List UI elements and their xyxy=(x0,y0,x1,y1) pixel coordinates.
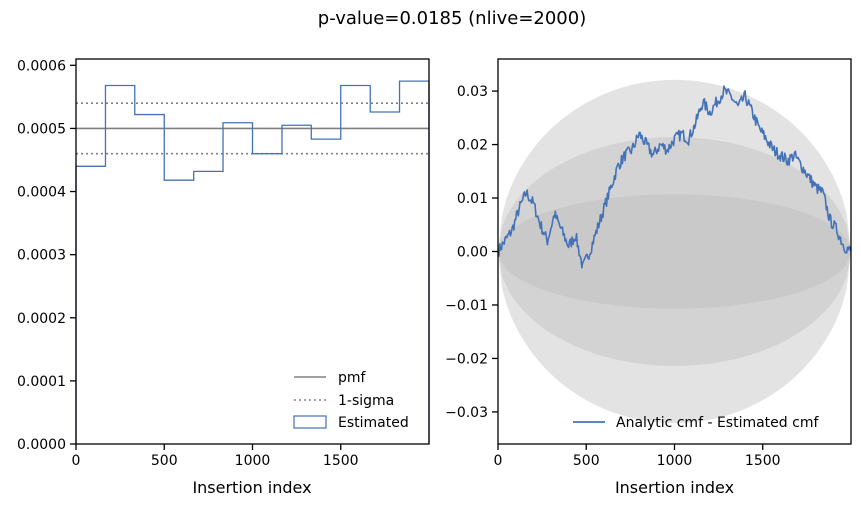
y-tick-label: −0.03 xyxy=(445,405,488,421)
3-sigma-band xyxy=(498,79,851,424)
legend-estimated-label: Estimated xyxy=(338,415,409,431)
left-panel: 0 500 1000 1500 0.00000.00010.00020.00030.0… xyxy=(17,58,430,497)
legend-sigma-label: 1-sigma xyxy=(338,393,394,409)
right-panel: 0 500 1000 1500 −0.03 −0.02 −0.01 0.00 0.01 0.02… xyxy=(445,58,852,497)
y-tick-label: −0.02 xyxy=(445,351,488,367)
y-tick-label: 0.0006 xyxy=(17,58,66,74)
sigma-bands xyxy=(498,79,851,424)
left-y-ticks: 0.0000 0.0001 0.0002 0.0003 0.0004 0.0005 0.00… xyxy=(17,58,76,453)
cmf-difference-line xyxy=(497,85,852,269)
x-tick-label: 1000 xyxy=(235,453,271,469)
figure-title: p-value=0.0185 (nlive=2000) xyxy=(318,8,586,29)
right-y-ticks: −0.03 −0.02 −0.01 0.00 0.01 0.02 0.03 xyxy=(445,84,498,421)
x-tick-label: 0 xyxy=(72,453,81,469)
x-tick-label: 500 xyxy=(573,453,600,469)
2-sigma-band xyxy=(498,137,851,366)
y-tick-label: 0.02 xyxy=(457,138,488,154)
legend-pmf-label: pmf xyxy=(338,370,367,386)
y-tick-label: 0.0001 xyxy=(17,374,66,390)
y-tick-label: 0.0000 xyxy=(17,437,66,453)
left-legend: pmf 1-sigma Estimated xyxy=(293,370,409,431)
y-tick-label: 0.0005 xyxy=(17,121,66,137)
y-tick-label: 0.03 xyxy=(457,84,488,100)
x-tick-label: 500 xyxy=(151,453,178,469)
y-tick-label: 0.01 xyxy=(457,191,488,207)
y-tick-label: 0.0003 xyxy=(17,248,66,264)
left-x-ticks: 0 500 1000 1500 xyxy=(72,444,359,469)
left-axes-frame xyxy=(75,58,430,445)
y-tick-label: −0.01 xyxy=(445,298,488,314)
x-tick-label: 1000 xyxy=(657,453,693,469)
1-sigma-band xyxy=(498,194,851,309)
y-tick-label: 0.0002 xyxy=(17,311,66,327)
x-tick-label: 1500 xyxy=(323,453,359,469)
right-x-ticks: 0 500 1000 1500 xyxy=(494,444,781,469)
right-x-axis-label: Insertion index xyxy=(615,478,734,497)
legend-cmf-label: Analytic cmf - Estimated cmf xyxy=(616,415,819,431)
y-tick-label: 0.00 xyxy=(457,245,488,261)
right-legend: Analytic cmf - Estimated cmf xyxy=(573,415,819,431)
x-tick-label: 1500 xyxy=(745,453,781,469)
left-x-axis-label: Insertion index xyxy=(192,478,311,497)
estimated-histogram xyxy=(75,80,430,444)
y-tick-label: 0.0004 xyxy=(17,185,66,201)
x-tick-label: 0 xyxy=(494,453,503,469)
legend-estimated-swatch xyxy=(293,415,327,429)
